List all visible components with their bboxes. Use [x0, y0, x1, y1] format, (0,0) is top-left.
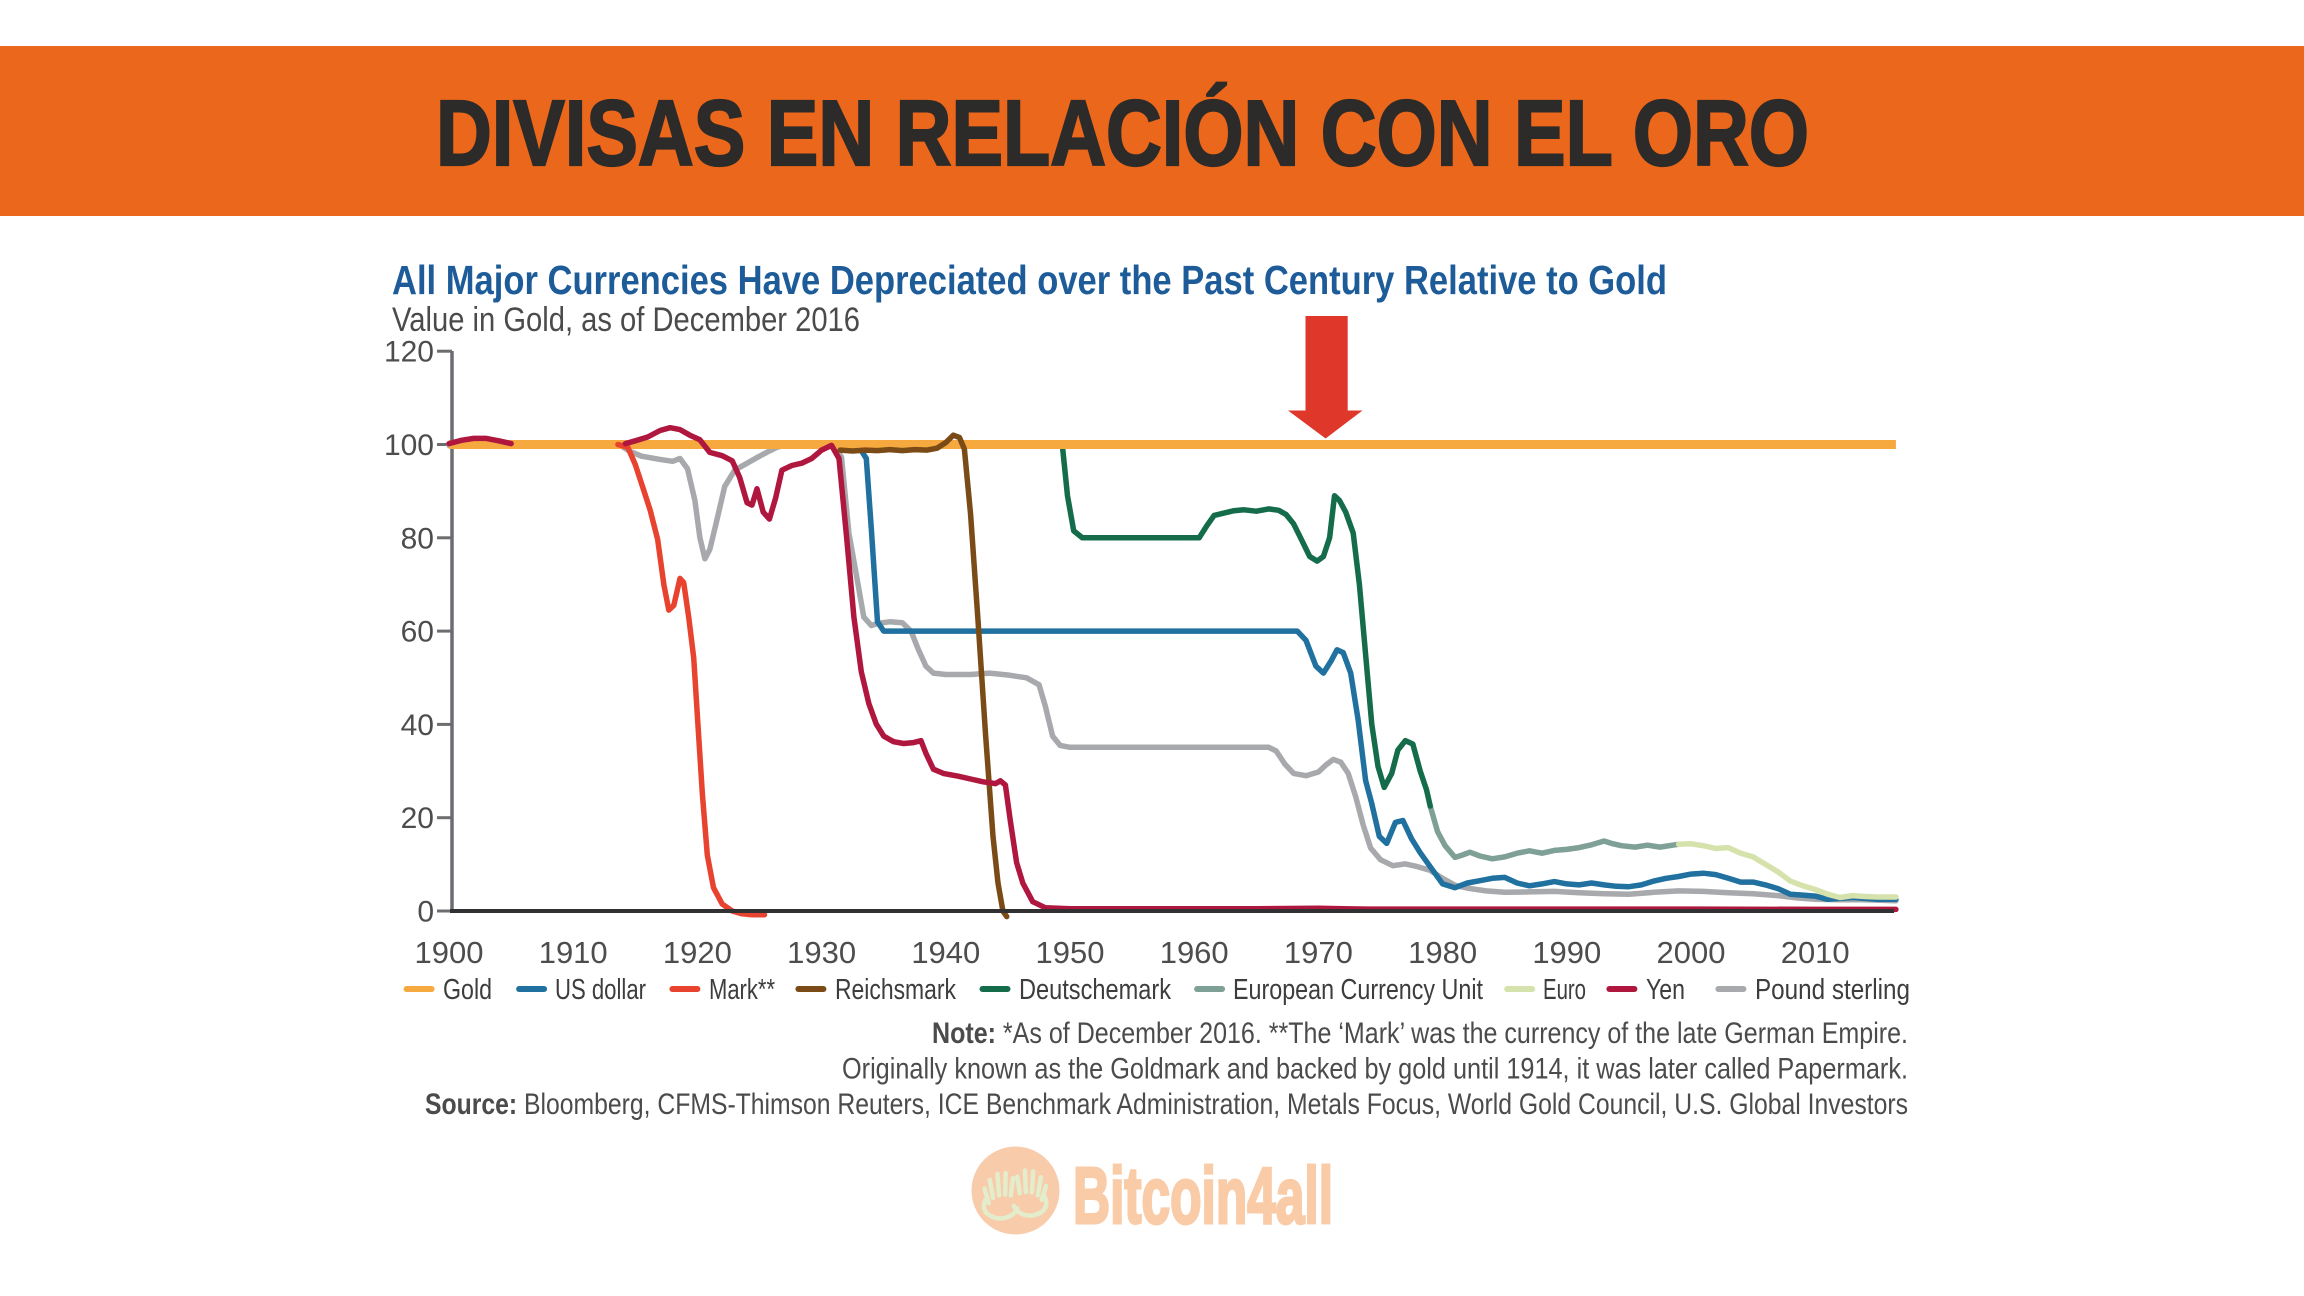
svg-text:1950: 1950	[1036, 935, 1105, 970]
svg-text:120: 120	[384, 336, 434, 369]
svg-text:Originally known as the Goldma: Originally known as the Goldmark and bac…	[842, 1053, 1908, 1086]
svg-text:Gold: Gold	[443, 974, 492, 1006]
svg-text:1910: 1910	[539, 935, 608, 970]
svg-text:80: 80	[401, 522, 434, 555]
svg-text:Euro: Euro	[1543, 974, 1586, 1006]
svg-text:40: 40	[401, 709, 434, 742]
svg-text:2000: 2000	[1657, 935, 1726, 970]
svg-text:European Currency Unit: European Currency Unit	[1233, 974, 1483, 1006]
svg-text:1960: 1960	[1160, 935, 1229, 970]
svg-text:60: 60	[401, 616, 434, 649]
svg-text:100: 100	[384, 429, 434, 462]
svg-text:Reichsmark: Reichsmark	[835, 974, 956, 1006]
svg-text:1970: 1970	[1284, 935, 1353, 970]
svg-text:US dollar: US dollar	[555, 974, 646, 1006]
svg-text:2010: 2010	[1781, 935, 1850, 970]
svg-text:1980: 1980	[1408, 935, 1477, 970]
svg-text:Mark**: Mark**	[709, 974, 775, 1006]
svg-text:DIVISAS EN RELACIÓN CON EL ORO: DIVISAS EN RELACIÓN CON EL ORO	[436, 81, 1809, 185]
svg-text:0: 0	[417, 896, 434, 929]
svg-text:Source: Bloomberg, CFMS-Thimso: Source: Bloomberg, CFMS-Thimson Reuters,…	[425, 1088, 1908, 1121]
svg-text:All Major Currencies Have Depr: All Major Currencies Have Depreciated ov…	[392, 257, 1667, 303]
svg-text:Deutschemark: Deutschemark	[1019, 974, 1171, 1006]
svg-text:Bitcoin4all: Bitcoin4all	[1073, 1151, 1333, 1240]
svg-text:1930: 1930	[787, 935, 856, 970]
svg-text:Yen: Yen	[1646, 974, 1685, 1006]
svg-text:20: 20	[401, 802, 434, 835]
svg-text:Value in Gold, as of December: Value in Gold, as of December 2016	[392, 301, 860, 339]
svg-text:1990: 1990	[1532, 935, 1601, 970]
svg-text:Note: *As of December 2016. **: Note: *As of December 2016. **The ‘Mark’…	[932, 1017, 1908, 1050]
svg-text:1900: 1900	[415, 935, 484, 970]
svg-text:Pound sterling: Pound sterling	[1755, 974, 1910, 1006]
svg-text:1920: 1920	[663, 935, 732, 970]
svg-text:1940: 1940	[911, 935, 980, 970]
